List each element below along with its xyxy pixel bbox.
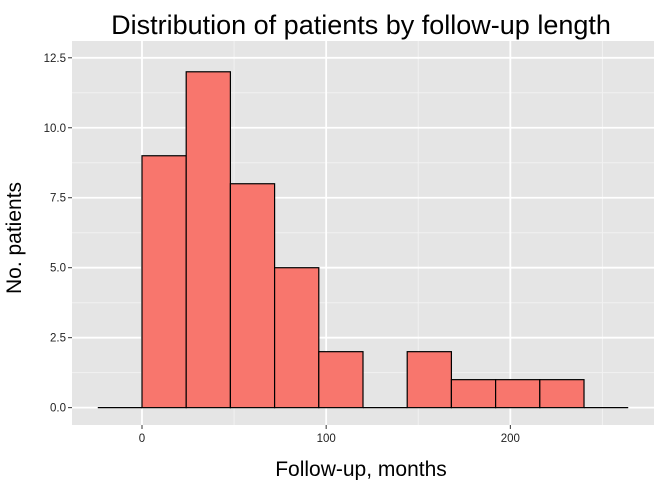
y-tick-label: 2.5: [50, 333, 66, 345]
histogram-bar: [406, 351, 453, 409]
x-tick-label: 200: [501, 433, 520, 445]
x-tick-label: 100: [317, 433, 336, 445]
histogram-bars: [97, 71, 629, 409]
y-tick-label: 12.5: [44, 53, 66, 65]
histogram-bar: [539, 379, 585, 409]
x-tick-label: 0: [139, 433, 145, 445]
y-tick-label: 10.0: [44, 123, 66, 135]
histogram-bar: [450, 379, 497, 409]
y-tick-label: 0.0: [50, 403, 66, 415]
y-tick-label: 7.5: [50, 193, 66, 205]
y-tick-label: 5.0: [50, 263, 66, 275]
histogram-bar: [185, 71, 231, 409]
y-axis-ticks: 0.0 2.5 5.0 7.5 10.0 12.5: [44, 53, 72, 415]
histogram-bar: [495, 379, 541, 409]
x-axis-title: Follow-up, months: [275, 458, 447, 480]
histogram-bar: [229, 183, 276, 409]
chart-title: Distribution of patients by follow-up le…: [111, 10, 611, 40]
x-axis-ticks: 0 100 200: [139, 425, 520, 445]
histogram-bar: [318, 351, 364, 409]
y-axis-title: No. patients: [3, 182, 26, 294]
histogram-bar: [273, 267, 320, 409]
histogram-bar: [141, 155, 187, 409]
